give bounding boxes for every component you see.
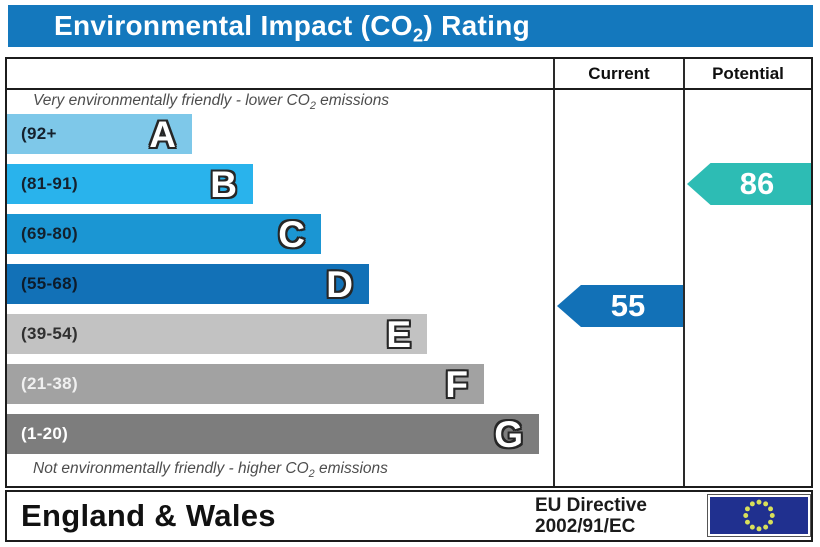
chart-title-suffix: ) Rating — [423, 10, 531, 41]
bottom-caption-subscript: 2 — [308, 468, 315, 481]
eu-directive-label: EU Directive 2002/91/EC — [535, 495, 703, 537]
band-range-label-c: (69-80) — [21, 224, 78, 243]
chart-title-subscript: 2 — [412, 24, 424, 46]
band-bar-b: (81-91) B — [7, 164, 253, 204]
band-range-label-d: (55-68) — [21, 274, 78, 293]
band-row-e: (39-54) E — [7, 314, 427, 354]
eu-directive-line2: 2002/91/EC — [535, 516, 636, 537]
band-letter-f: F — [445, 363, 468, 405]
band-bar-g: (1-20) G — [7, 414, 539, 454]
current-column-header: Current — [588, 64, 650, 83]
footer-bar: England & Wales EU Directive 2002/91/EC — [5, 490, 813, 542]
eu-flag-stars — [743, 499, 775, 532]
band-range-label-a: (92+ — [21, 124, 57, 143]
band-letter-d: D — [326, 263, 353, 305]
bottom-caption: Not environmentally friendly - higher CO… — [33, 460, 388, 481]
current-rating-arrow: 55 — [557, 285, 683, 327]
band-row-b: (81-91) B — [7, 164, 253, 204]
band-row-f: (21-38) F — [7, 364, 484, 404]
band-range-label-e: (39-54) — [21, 324, 78, 343]
column-divider-current — [553, 59, 555, 486]
bottom-caption-prefix: Not environmentally friendly - higher CO — [33, 460, 309, 477]
top-caption-prefix: Very environmentally friendly - lower CO — [33, 92, 310, 109]
band-row-g: (1-20) G — [7, 414, 539, 454]
chart-title-bar: Environmental Impact (CO2) Rating — [8, 5, 813, 47]
band-range-label-f: (21-38) — [21, 374, 78, 393]
band-letter-b: B — [210, 163, 237, 205]
potential-rating-arrow: 86 — [687, 163, 811, 205]
region-label: England & Wales — [21, 498, 276, 533]
potential-column-header: Potential — [712, 64, 784, 83]
band-bar-a: (92+ A — [7, 114, 192, 154]
eu-directive-line1: EU Directive — [535, 495, 647, 516]
eu-flag-field — [710, 497, 808, 534]
band-range-label-b: (81-91) — [21, 174, 78, 193]
band-bar-d: (55-68) D — [7, 264, 369, 304]
top-caption: Very environmentally friendly - lower CO… — [33, 92, 390, 113]
bottom-caption-suffix: emissions — [314, 460, 388, 477]
chart-title: Environmental Impact (CO2) Rating — [54, 10, 531, 44]
band-bar-e: (39-54) E — [7, 314, 427, 354]
band-bar-c: (69-80) C — [7, 214, 321, 254]
band-range-label-g: (1-20) — [21, 424, 69, 443]
top-caption-subscript: 2 — [309, 100, 316, 113]
rating-chart: Current Potential Very environmentally f… — [5, 57, 813, 488]
header-divider-line — [7, 88, 811, 90]
band-row-c: (69-80) C — [7, 214, 321, 254]
eu-flag-icon — [707, 494, 811, 537]
band-row-a: (92+ A — [7, 114, 192, 154]
top-caption-suffix: emissions — [315, 92, 390, 109]
band-letter-e: E — [386, 313, 411, 355]
band-letter-a: A — [149, 113, 176, 155]
current-rating-value: 55 — [610, 288, 646, 323]
band-letter-c: C — [278, 213, 305, 255]
chart-title-prefix: Environmental Impact (CO — [54, 10, 413, 41]
band-bar-f: (21-38) F — [7, 364, 484, 404]
potential-rating-value: 86 — [739, 166, 775, 201]
band-row-d: (55-68) D — [7, 264, 369, 304]
column-divider-potential — [683, 59, 685, 486]
band-letter-g: G — [494, 413, 523, 455]
